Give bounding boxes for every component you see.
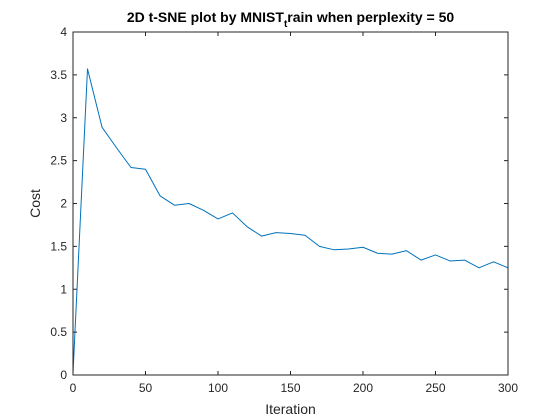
x-tick-label: 200 xyxy=(353,381,373,395)
chart-title: 2D t-SNE plot by MNISTtrain when perplex… xyxy=(127,9,455,30)
x-tick-label: 100 xyxy=(208,381,228,395)
x-tick-label: 300 xyxy=(498,381,518,395)
x-tick-label: 250 xyxy=(425,381,445,395)
chart-title-suffix: rain when perplexity = 50 xyxy=(287,9,454,25)
x-tick-label: 0 xyxy=(70,381,77,395)
y-tick-label: 0.5 xyxy=(50,325,67,339)
y-tick-label: 2 xyxy=(60,197,67,211)
chart-title-subscript: t xyxy=(284,19,288,30)
y-tick-label: 3 xyxy=(60,111,67,125)
y-tick-label: 4 xyxy=(60,25,67,39)
x-tick-label: 150 xyxy=(280,381,300,395)
plot-area xyxy=(73,32,508,375)
y-tick-label: 2.5 xyxy=(50,154,67,168)
chart-title-prefix: 2D t-SNE plot by MNIST xyxy=(127,9,285,25)
series-line-1 xyxy=(72,68,509,374)
y-tick-label: 1 xyxy=(60,282,67,296)
chart-marks: 0 50 100 150 200 250 300 0 0.5 1 1.5 2 2.5 3 3.5 4 xyxy=(50,25,518,395)
y-tick-label: 0 xyxy=(60,368,67,382)
y-tick-label: 1.5 xyxy=(50,239,67,253)
x-axis-title: Iteration xyxy=(265,401,316,417)
y-axis-title: Cost xyxy=(27,189,43,218)
x-tick-label: 50 xyxy=(139,381,153,395)
y-tick-label: 3.5 xyxy=(50,68,67,82)
